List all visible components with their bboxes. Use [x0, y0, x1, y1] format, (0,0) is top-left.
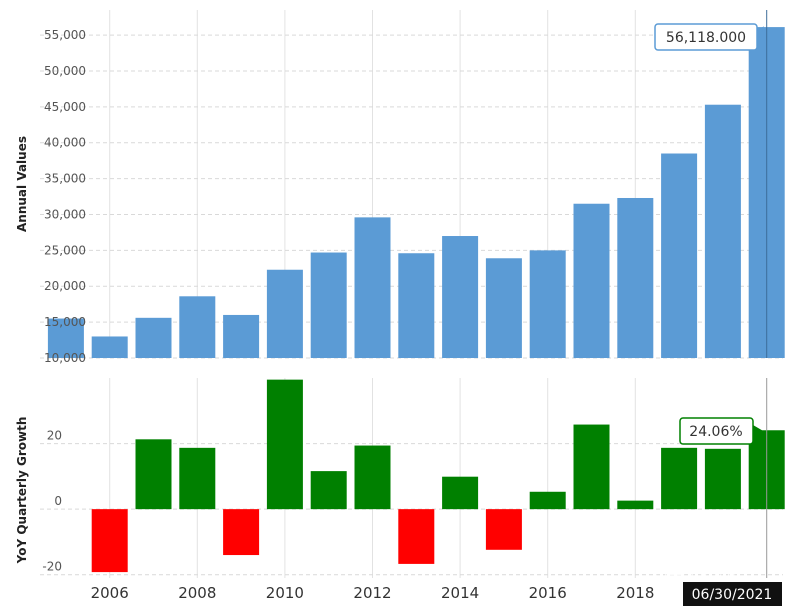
x-tick-label: 2014 — [441, 584, 479, 602]
bar-growth-2013 — [398, 509, 435, 564]
bar-growth-2015 — [485, 509, 522, 550]
callout-value-bottom: 24.06% — [689, 424, 742, 440]
bar-growth-2012 — [354, 445, 391, 510]
callout-pointer-top — [757, 26, 764, 43]
y-tick-label-bottom: 0 — [54, 494, 62, 508]
y-tick-label-bottom: -20 — [42, 560, 62, 574]
y-tick-label-top: 15,000 — [44, 315, 86, 329]
x-tick-label: 2010 — [266, 584, 304, 602]
bar-annual-2013 — [398, 253, 435, 358]
callout-pointer-bottom — [753, 425, 762, 437]
bar-growth-2019 — [661, 447, 698, 510]
bar-growth-2014 — [442, 476, 479, 510]
y-tick-label-top: 50,000 — [44, 64, 86, 78]
bar-growth-2017 — [573, 424, 610, 510]
bar-growth-2018 — [617, 500, 654, 510]
date-label: 06/30/2021 — [692, 587, 773, 603]
bar-annual-2019 — [661, 153, 698, 358]
callout-value-top: 56,118.000 — [666, 30, 746, 46]
bar-growth-2010 — [266, 379, 303, 510]
x-tick-label: 2016 — [529, 584, 567, 602]
bar-annual-2015 — [485, 258, 522, 358]
bar-annual-2006 — [91, 336, 128, 358]
bar-annual-2009 — [223, 314, 260, 358]
bar-annual-2020 — [704, 104, 741, 358]
y-axis-title-bottom: YoY Quarterly Growth — [15, 417, 29, 565]
bar-annual-2010 — [266, 269, 303, 358]
bar-annual-2008 — [179, 296, 216, 358]
y-axis-title-top: Annual Values — [15, 136, 29, 232]
bar-annual-2016 — [529, 250, 566, 358]
bar-annual-2007 — [135, 317, 172, 358]
bar-annual-2017 — [573, 203, 610, 358]
bar-growth-2008 — [179, 447, 216, 510]
y-tick-label-top: 55,000 — [44, 28, 86, 42]
bar-annual-2012 — [354, 217, 391, 358]
bar-annual-2011 — [310, 252, 347, 358]
y-tick-label-top: 10,000 — [44, 351, 86, 365]
bar-growth-2020 — [704, 448, 741, 510]
date-badge — [683, 582, 782, 606]
y-tick-label-top: 35,000 — [44, 172, 86, 186]
watermark-text: 知乎 @少年 — [651, 565, 741, 585]
bar-growth-2016 — [529, 491, 566, 510]
bar-growth-2007 — [135, 439, 172, 510]
y-tick-label-top: 30,000 — [44, 207, 86, 221]
y-tick-label-top: 25,000 — [44, 243, 86, 257]
bar-growth-2011 — [310, 471, 347, 510]
bar-growth-2006 — [91, 509, 128, 573]
y-tick-label-top: 20,000 — [44, 279, 86, 293]
x-tick-label: 2018 — [616, 584, 654, 602]
x-tick-label: 2012 — [353, 584, 391, 602]
bar-annual-2018 — [617, 197, 654, 358]
y-tick-label-top: 45,000 — [44, 100, 86, 114]
y-tick-label-bottom: 20 — [47, 429, 62, 443]
bar-growth-2009 — [223, 509, 260, 556]
bar-annual-2005 — [47, 318, 84, 358]
bar-annual-2014 — [442, 236, 479, 358]
y-tick-label-top: 40,000 — [44, 136, 86, 150]
x-tick-label: 2008 — [178, 584, 216, 602]
x-tick-label: 2006 — [91, 584, 129, 602]
